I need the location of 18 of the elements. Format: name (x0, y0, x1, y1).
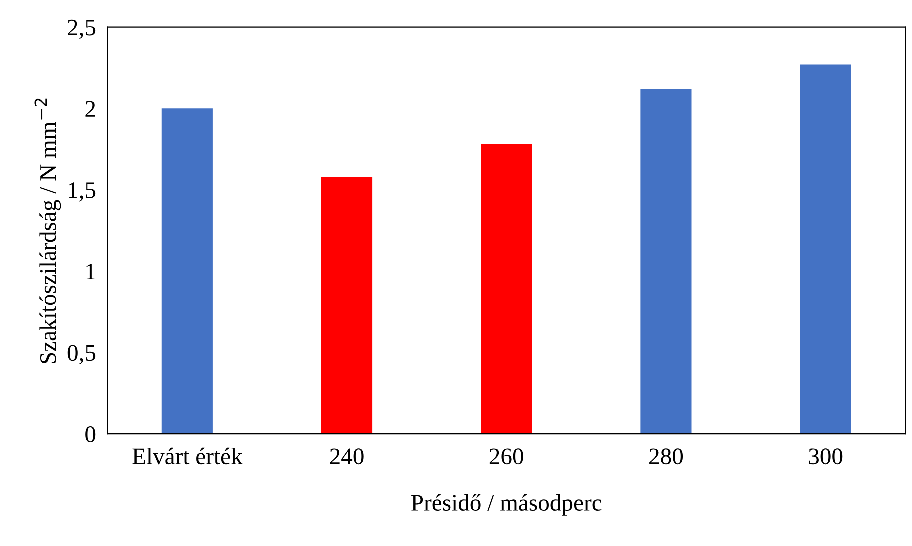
y-tick-label: 2,5 (68, 20, 96, 40)
x-axis-title: Présidő / másodperc (412, 494, 602, 516)
y-tick-label: 1,5 (69, 182, 96, 202)
y-tick-label: 2 (86, 101, 96, 117)
bar (162, 108, 213, 434)
x-tick-label: Elvárt érték (132, 448, 243, 465)
x-tick-label: 280 (650, 448, 684, 465)
x-tick-label: 240 (330, 448, 364, 465)
x-tick-label: 260 (490, 448, 524, 465)
bar (481, 144, 532, 434)
bar (640, 89, 692, 434)
y-tick-label: 1 (86, 264, 96, 280)
bar (321, 176, 373, 434)
x-tick-label: 300 (809, 448, 843, 465)
y-tick-label: 0,5 (68, 345, 96, 365)
y-tick-label: 0 (86, 426, 96, 442)
bar (800, 64, 852, 434)
y-axis-title: Szakítószilárdság / N mm$^{−2}$ (34, 98, 62, 364)
